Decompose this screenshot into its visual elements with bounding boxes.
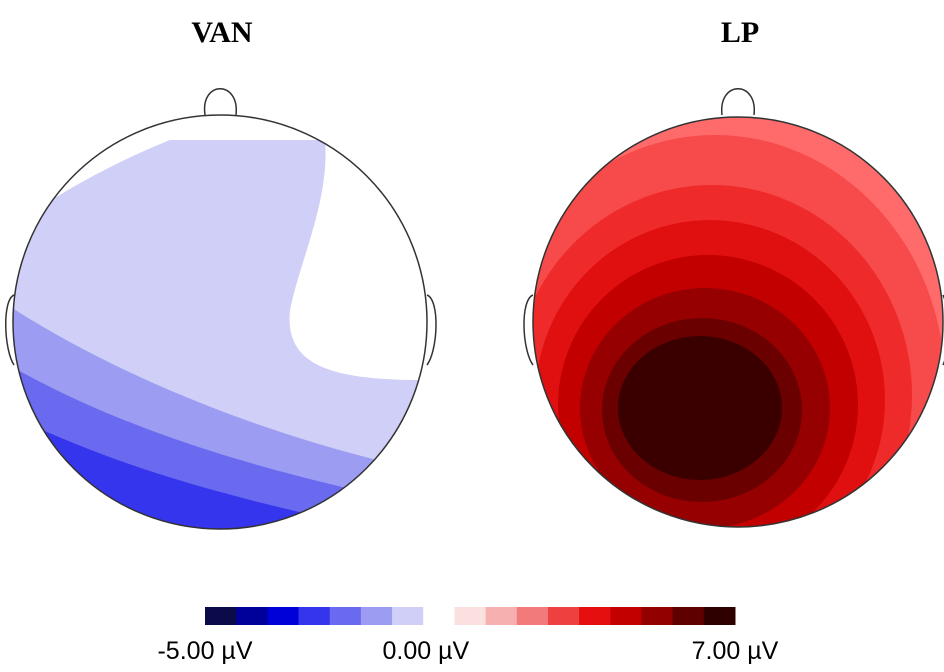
colorbar-swatch (236, 607, 268, 625)
colorbar-swatch (361, 607, 393, 625)
colorbar-swatch (704, 607, 736, 625)
lp-topomap (485, 89, 944, 635)
colorbar-swatch (610, 607, 642, 625)
colorbar-label: 0.00 µV (382, 637, 469, 665)
colorbar-label: 7.00 µV (692, 637, 779, 665)
colorbar-swatch (548, 607, 580, 625)
panel-title: LP (721, 16, 759, 49)
van-topomap (0, 89, 440, 560)
colorbar-swatch (673, 607, 705, 625)
colorbar-swatch (330, 607, 362, 625)
colorbar-swatch (641, 607, 673, 625)
colorbar-swatch (205, 607, 237, 625)
figure: VAN LP -5.00 µV0.00 µV7. (0, 0, 944, 672)
colorbar: -5.00 µV 0.00 µV 7.00 µV (157, 607, 778, 665)
panel-title: VAN (191, 16, 252, 49)
colorbar-swatch (392, 607, 424, 625)
colorbar-swatch (517, 607, 549, 625)
colorbar-label: -5.00 µV (157, 637, 252, 665)
colorbar-swatch (454, 607, 486, 625)
colorbar-swatch (267, 607, 299, 625)
colorbar-swatch (579, 607, 611, 625)
colorbar-swatch (486, 607, 518, 625)
colorbar-swatch (299, 607, 331, 625)
colorbar-swatch (423, 607, 455, 625)
